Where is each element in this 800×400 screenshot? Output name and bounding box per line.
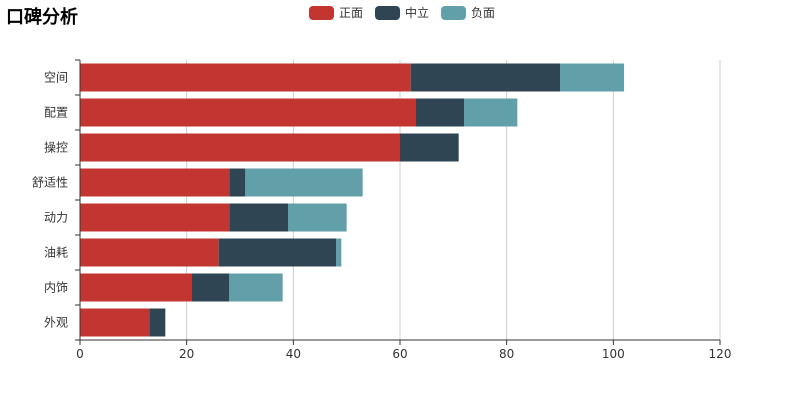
legend-item-negative[interactable]: 负面 [441,4,495,21]
x-tick-label: 20 [179,347,194,361]
x-tick-label: 120 [709,347,732,361]
bar-中立-操控[interactable] [400,133,459,162]
x-tick-label: 0 [76,347,84,361]
bar-正面-油耗[interactable] [80,238,219,267]
legend-label: 负面 [471,6,496,20]
x-tick-label: 60 [392,347,407,361]
bar-正面-操控[interactable] [80,133,400,162]
legend-label: 正面 [339,6,364,20]
x-tick-label: 80 [499,347,514,361]
chart-title: 口碑分析 [6,7,78,28]
bar-负面-舒适性[interactable] [245,168,363,197]
legend-item-neutral[interactable]: 中立 [375,4,429,21]
y-tick-label: 内饰 [44,281,68,295]
y-tick-label: 油耗 [44,246,68,260]
legend-swatch [375,5,401,20]
bar-负面-动力[interactable] [288,203,347,232]
legend-item-positive[interactable]: 正面 [309,4,363,21]
x-tick-label: 100 [602,347,625,361]
y-tick-label: 空间 [44,71,68,85]
bar-中立-内饰[interactable] [192,273,230,302]
legend-label: 中立 [405,6,430,20]
bar-正面-内饰[interactable] [80,273,192,302]
bar-中立-动力[interactable] [229,203,288,232]
bar-负面-配置[interactable] [464,98,518,127]
legend: 正面 中立 负面 [309,4,495,21]
bar-中立-舒适性[interactable] [229,168,246,197]
x-tick-label: 40 [286,347,301,361]
bar-正面-舒适性[interactable] [80,168,230,197]
bar-中立-空间[interactable] [410,63,560,92]
bar-中立-油耗[interactable] [218,238,336,267]
bar-正面-空间[interactable] [80,63,411,92]
bar-中立-外观[interactable] [149,308,166,337]
bar-正面-外观[interactable] [80,308,150,337]
y-tick-label: 操控 [44,140,68,155]
legend-swatch [441,5,467,20]
y-tick-label: 配置 [44,106,68,120]
legend-swatch [309,5,334,20]
bar-中立-配置[interactable] [416,98,464,127]
bar-负面-空间[interactable] [560,63,624,92]
bar-正面-配置[interactable] [80,98,416,127]
y-tick-label: 外观 [44,316,68,330]
y-tick-label: 动力 [44,211,68,225]
bar-负面-油耗[interactable] [336,238,342,267]
bar-负面-内饰[interactable] [229,273,283,302]
y-tick-label: 舒适性 [32,176,68,190]
bar-正面-动力[interactable] [80,203,230,232]
